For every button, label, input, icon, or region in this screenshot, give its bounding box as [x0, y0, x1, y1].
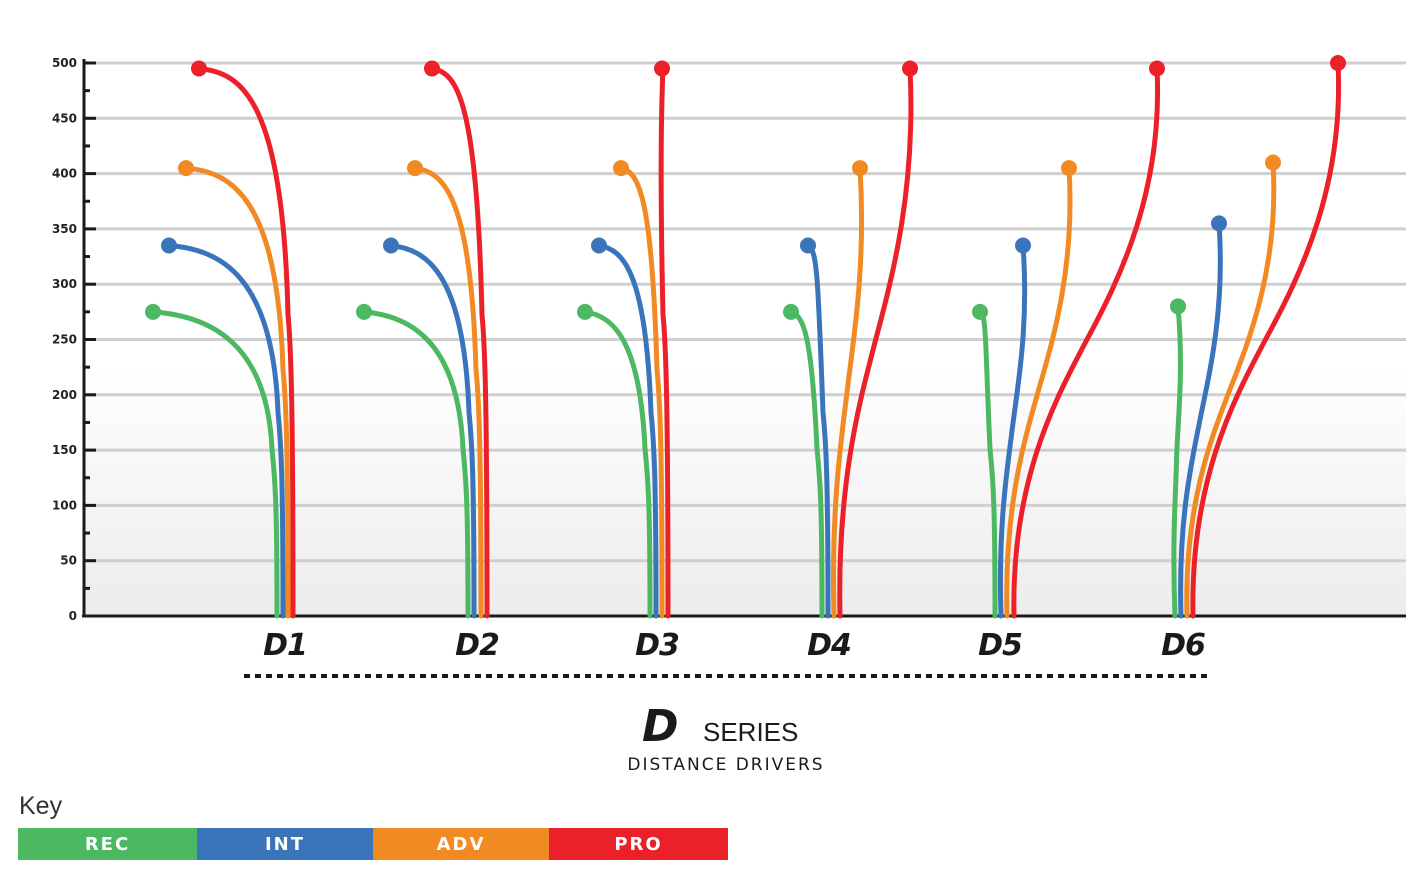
flight-path-adv-d4 [830, 165, 865, 619]
series-mark: D [642, 701, 679, 752]
flight-end-point [161, 237, 177, 254]
flight-end-point [145, 303, 161, 320]
series-logo: D SERIES [642, 701, 798, 752]
y-tick-label: 0 [69, 609, 77, 623]
flight-end-point [972, 303, 988, 320]
x-category-label: D3 [635, 628, 679, 663]
key-item-rec: REC [18, 828, 197, 860]
key-item-pro: PRO [549, 828, 728, 860]
flight-end-point [424, 60, 440, 77]
flight-end-point [1149, 60, 1165, 77]
y-tick-label: 350 [52, 222, 77, 236]
flight-end-point [783, 303, 799, 320]
flight-path-int-d1 [166, 242, 286, 619]
flight-end-point [1211, 215, 1227, 232]
x-category-label: D4 [807, 628, 851, 663]
key-item-adv: ADV [373, 828, 549, 860]
flight-path-int-d2 [388, 242, 477, 619]
flight-paths [145, 55, 1346, 619]
flight-end-point [407, 160, 423, 177]
y-tick-label: 100 [52, 498, 77, 512]
flight-end-point [591, 237, 607, 254]
flight-end-point [1015, 237, 1031, 254]
key-item-int: INT [197, 828, 373, 860]
y-tick-label: 400 [52, 167, 77, 181]
y-tick-label: 50 [60, 554, 77, 568]
flight-end-point [654, 60, 670, 77]
flight-end-point [577, 303, 593, 320]
key-legend: REC INT ADV PRO [18, 828, 728, 860]
flight-end-point [191, 60, 207, 77]
flight-end-point [356, 303, 372, 320]
x-axis-labels: D1 D2 D3 D4 D5 D6 [263, 628, 1206, 663]
flight-path-adv-d3 [618, 165, 665, 619]
flight-path-rec-d3 [582, 309, 653, 619]
flight-path-pro-d5 [1011, 66, 1161, 619]
x-category-label: D2 [455, 628, 499, 663]
flight-end-point [800, 237, 816, 254]
flight-path-rec-d4 [788, 309, 825, 619]
flight-end-point [178, 160, 194, 177]
key-title: Key [19, 792, 63, 820]
y-tick-label: 450 [52, 111, 77, 125]
flight-path-adv-d5 [1004, 165, 1073, 619]
flight-path-adv-d6 [1184, 160, 1277, 619]
flight-end-point [1265, 154, 1281, 171]
flight-path-rec-d2 [361, 309, 471, 619]
flight-path-rec-d1 [150, 309, 280, 619]
x-category-label: D1 [263, 628, 307, 663]
series-word: SERIES [703, 717, 798, 747]
flight-path-int-d3 [596, 242, 659, 619]
y-tick-label: 150 [52, 443, 77, 457]
flight-end-point [383, 237, 399, 254]
flight-end-point [1170, 298, 1186, 315]
flight-path-pro-d2 [429, 66, 490, 619]
flight-path-adv-d2 [412, 165, 484, 619]
flight-end-point [902, 60, 918, 77]
flight-end-point [1061, 160, 1077, 177]
flight-path-pro-d1 [196, 66, 296, 619]
flight-path-pro-d6 [1190, 60, 1342, 619]
y-tick-label: 250 [52, 333, 77, 347]
flight-end-point [613, 160, 629, 177]
y-tick-label: 200 [52, 388, 77, 402]
x-category-label: D5 [978, 628, 1022, 663]
flight-end-point [852, 160, 868, 177]
flight-path-adv-d1 [183, 165, 291, 619]
y-tick-label: 500 [52, 56, 77, 70]
series-subtitle: DISTANCE DRIVERS [627, 755, 824, 775]
y-tick-label: 300 [52, 277, 77, 291]
grid-lines [84, 61, 1406, 563]
flight-path-rec-d5 [977, 309, 998, 619]
flight-path-int-d6 [1178, 220, 1223, 619]
flight-path-int-d5 [997, 242, 1028, 619]
flight-path-rec-d6 [1171, 303, 1183, 619]
flight-path-pro-d3 [658, 66, 671, 619]
flight-path-int-d4 [805, 242, 831, 619]
x-category-label: D6 [1161, 628, 1205, 663]
flight-end-point [1330, 55, 1346, 71]
flight-path-pro-d4 [837, 66, 914, 619]
